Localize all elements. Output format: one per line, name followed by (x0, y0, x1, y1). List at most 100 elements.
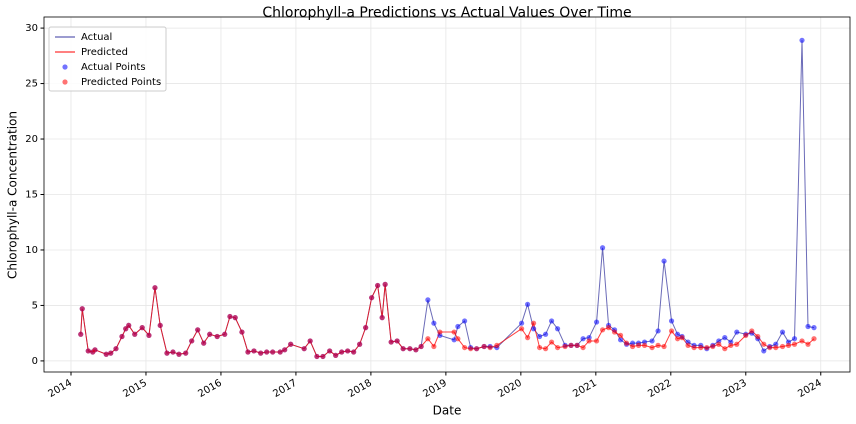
data-point (655, 342, 661, 348)
series-line (80, 40, 815, 357)
data-point (425, 336, 431, 342)
data-point (668, 328, 675, 334)
data-point (146, 332, 152, 338)
data-point (791, 336, 798, 342)
plot-frame (43, 16, 851, 373)
data-point (574, 342, 580, 348)
legend-label: Predicted (81, 47, 128, 58)
data-point (698, 344, 704, 351)
data-point (649, 344, 655, 351)
data-point (554, 344, 561, 351)
data-point (629, 343, 636, 350)
data-point (183, 350, 189, 356)
y-axis-label: Chlorophyll-a Concentration (6, 111, 20, 279)
data-point (580, 344, 586, 351)
data-point (394, 338, 400, 344)
data-point (382, 281, 388, 287)
data-point (282, 347, 288, 353)
data-point (593, 338, 600, 344)
data-point (78, 331, 84, 337)
data-point (799, 338, 805, 344)
data-point (785, 342, 792, 348)
data-point (327, 348, 333, 354)
x-tick-label: 2015 (121, 378, 149, 400)
data-point (437, 329, 443, 335)
data-point (641, 342, 648, 348)
data-point (542, 331, 549, 337)
data-point (307, 338, 313, 344)
chart-title: Chlorophyll-a Predictions vs Actual Valu… (262, 5, 631, 21)
data-point (655, 328, 661, 334)
data-point (791, 341, 798, 347)
data-point (617, 332, 624, 338)
data-point (554, 326, 561, 332)
data-point (536, 344, 543, 351)
data-point (195, 327, 201, 333)
data-point (407, 346, 413, 352)
data-point (357, 341, 363, 347)
data-point (799, 37, 805, 43)
data-point (691, 344, 697, 351)
data-point (586, 338, 592, 344)
data-point (623, 340, 630, 346)
data-point (239, 329, 245, 335)
x-axis-label: Date (433, 404, 462, 418)
data-point (351, 349, 357, 355)
legend-swatch (62, 64, 68, 70)
data-point (123, 326, 129, 332)
data-point (207, 331, 213, 337)
data-point (728, 342, 734, 348)
data-point (761, 348, 767, 354)
data-point (722, 335, 728, 341)
legend-swatch (62, 79, 68, 85)
data-point (170, 349, 176, 355)
data-point (85, 348, 91, 354)
data-point (379, 315, 385, 321)
y-tick-label: 0 (32, 356, 38, 367)
data-point (805, 323, 811, 330)
y-tick-label: 5 (32, 300, 38, 311)
data-point (363, 325, 369, 331)
x-tick-label: 2019 (421, 378, 449, 400)
data-point (314, 353, 320, 360)
data-point (716, 341, 722, 347)
data-point (593, 319, 600, 325)
data-point (805, 341, 811, 347)
data-point (494, 342, 500, 348)
data-point (251, 348, 257, 354)
y-tick-label: 10 (25, 245, 38, 256)
y-tick-label: 15 (25, 190, 38, 201)
data-point (474, 346, 480, 352)
x-tick-label: 2016 (196, 378, 224, 400)
data-point (519, 320, 525, 326)
data-point (530, 320, 537, 326)
data-point (548, 318, 555, 324)
data-point (103, 351, 109, 357)
data-point (369, 295, 375, 301)
data-point (164, 350, 170, 356)
data-point (92, 347, 98, 353)
data-point (462, 318, 468, 324)
x-tick-label: 2022 (646, 378, 674, 400)
data-point (525, 301, 531, 307)
data-point (388, 339, 394, 345)
data-point (132, 331, 138, 337)
data-point (451, 329, 457, 335)
data-point (113, 346, 119, 352)
data-point (542, 346, 549, 352)
data-point (773, 344, 779, 351)
x-tick-label: 2021 (571, 378, 599, 400)
data-point (722, 346, 728, 352)
data-point (548, 339, 555, 345)
data-point (455, 323, 461, 330)
data-point (679, 335, 685, 341)
data-point (635, 342, 642, 348)
legend-box (48, 26, 167, 92)
data-point (710, 343, 716, 350)
data-point (562, 343, 568, 350)
legend-label: Predicted Points (81, 77, 161, 88)
data-point (176, 351, 182, 357)
data-point (519, 326, 525, 332)
data-point (811, 325, 817, 331)
